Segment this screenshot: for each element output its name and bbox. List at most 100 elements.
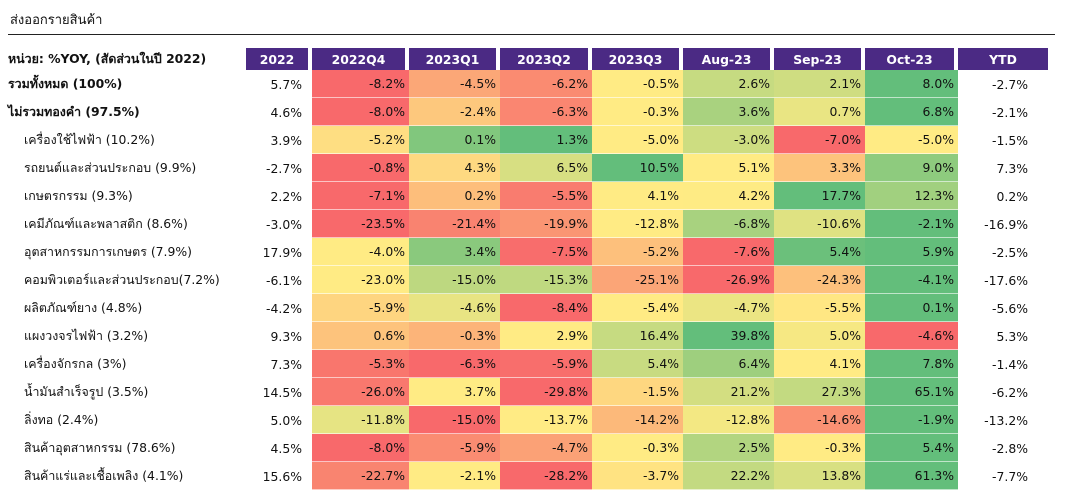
heat-cell: -0.3% — [592, 434, 683, 462]
cell-2022: 17.9% — [246, 238, 312, 266]
col-header: YTD — [958, 48, 1052, 70]
heat-cell: 21.2% — [683, 378, 774, 406]
heat-cell: -4.5% — [409, 70, 500, 98]
heat-cell: 5.4% — [774, 238, 865, 266]
cell-ytd: -5.6% — [958, 294, 1052, 322]
heat-cell: -5.3% — [312, 350, 409, 378]
heat-cell: 13.8% — [774, 462, 865, 490]
col-header: Sep-23 — [774, 48, 865, 70]
table-row: เคมีภัณฑ์และพลาสติก (8.6%) -3.0% -23.5% -21… — [8, 210, 1052, 238]
heat-cell: 12.3% — [865, 182, 958, 210]
heat-cell: 27.3% — [774, 378, 865, 406]
row-label: ลิ่งทอ (2.4%) — [24, 411, 99, 427]
heat-cell: -15.0% — [409, 406, 500, 434]
cell-ytd: -1.5% — [958, 126, 1052, 154]
heat-cell: -15.0% — [409, 266, 500, 294]
cell-ytd: 7.3% — [958, 154, 1052, 182]
cell-ytd: -2.1% — [958, 98, 1052, 126]
header-row: หน่วย: %YOY, (สัดส่วนในปี 2022) 2022 202… — [8, 48, 1052, 70]
heat-cell: -23.0% — [312, 266, 409, 294]
table-row: น้ำมันสำเร็จรูป (3.5%) 14.5% -26.0% 3.7% -29… — [8, 378, 1052, 406]
heat-cell: -26.9% — [683, 266, 774, 294]
row-label: ผลิตภัณฑ์ยาง (4.8%) — [24, 299, 143, 315]
heat-cell: 8.0% — [865, 70, 958, 98]
heat-cell: -12.8% — [683, 406, 774, 434]
heat-cell: 4.1% — [774, 350, 865, 378]
heat-cell: 2.1% — [774, 70, 865, 98]
heat-cell: 6.4% — [683, 350, 774, 378]
heat-cell: -0.3% — [774, 434, 865, 462]
cell-ytd: -17.6% — [958, 266, 1052, 294]
heat-cell: -5.9% — [500, 350, 592, 378]
heat-cell: 4.3% — [409, 154, 500, 182]
heat-cell: 2.6% — [683, 70, 774, 98]
heat-cell: 1.3% — [500, 126, 592, 154]
col-header: 2022 — [246, 48, 312, 70]
heat-cell: 5.4% — [592, 350, 683, 378]
cell-ytd: -16.9% — [958, 210, 1052, 238]
heat-cell: -14.6% — [774, 406, 865, 434]
heat-cell: 0.6% — [312, 322, 409, 350]
heat-cell: -5.5% — [774, 294, 865, 322]
heat-cell: -5.9% — [312, 294, 409, 322]
title-divider — [8, 34, 1055, 35]
heat-cell: -15.3% — [500, 266, 592, 294]
heat-cell: -10.6% — [774, 210, 865, 238]
table-row: เครื่องใช้ไฟฟ้า (10.2%) 3.9% -5.2% 0.1% 1.3%… — [8, 126, 1052, 154]
heat-cell: 0.2% — [409, 182, 500, 210]
table-row: อุตสาหกรรมการเกษตร (7.9%) 17.9% -4.0% 3.4% -… — [8, 238, 1052, 266]
page-title: ส่งออกรายสินค้า — [10, 13, 103, 28]
cell-ytd: -6.2% — [958, 378, 1052, 406]
heat-cell: 2.5% — [683, 434, 774, 462]
heat-cell: -6.3% — [500, 98, 592, 126]
heat-cell: -14.2% — [592, 406, 683, 434]
heat-cell: -4.7% — [500, 434, 592, 462]
cell-2022: -4.2% — [246, 294, 312, 322]
heat-cell: -0.3% — [592, 98, 683, 126]
heat-cell: -0.5% — [592, 70, 683, 98]
heat-cell: -2.1% — [865, 210, 958, 238]
row-label: เครื่องจักรกล (3%) — [24, 355, 127, 371]
cell-2022: 7.3% — [246, 350, 312, 378]
row-label: น้ำมันสำเร็จรูป (3.5%) — [24, 383, 149, 399]
heat-cell: -26.0% — [312, 378, 409, 406]
row-label: เคมีภัณฑ์และพลาสติก (8.6%) — [24, 215, 188, 231]
cell-ytd: -7.7% — [958, 462, 1052, 490]
table-row: เครื่องจักรกล (3%) 7.3% -5.3% -6.3% -5.9% 5.4… — [8, 350, 1052, 378]
heat-cell: 0.1% — [865, 294, 958, 322]
table-row: ผลิตภัณฑ์ยาง (4.8%) -4.2% -5.9% -4.6% -8.4% -… — [8, 294, 1052, 322]
heat-cell: 3.7% — [409, 378, 500, 406]
heat-cell: -5.4% — [592, 294, 683, 322]
table-row: ลิ่งทอ (2.4%) 5.0% -11.8% -15.0% -13.7% -14.2… — [8, 406, 1052, 434]
cell-ytd: 0.2% — [958, 182, 1052, 210]
col-header: 2022Q4 — [312, 48, 409, 70]
heat-cell: -3.7% — [592, 462, 683, 490]
heat-cell: -8.0% — [312, 434, 409, 462]
heat-cell: -5.0% — [592, 126, 683, 154]
heat-cell: 16.4% — [592, 322, 683, 350]
col-header: 2023Q3 — [592, 48, 683, 70]
cell-ytd: -13.2% — [958, 406, 1052, 434]
heat-cell: -7.1% — [312, 182, 409, 210]
heat-cell: -8.0% — [312, 98, 409, 126]
heat-cell: -2.1% — [409, 462, 500, 490]
heat-cell: -11.8% — [312, 406, 409, 434]
heat-cell: -6.2% — [500, 70, 592, 98]
row-label: ไม่รวมทองคำ (97.5%) — [8, 103, 140, 119]
row-label: แผงวงจรไฟฟ้า (3.2%) — [24, 327, 149, 343]
heat-cell: -5.5% — [500, 182, 592, 210]
heat-cell: 5.1% — [683, 154, 774, 182]
heat-cell: -7.0% — [774, 126, 865, 154]
cell-2022: 2.2% — [246, 182, 312, 210]
cell-2022: 15.6% — [246, 462, 312, 490]
heat-cell: -5.0% — [865, 126, 958, 154]
heat-cell: 3.4% — [409, 238, 500, 266]
heat-cell: -29.8% — [500, 378, 592, 406]
heat-cell: 17.7% — [774, 182, 865, 210]
table-row: สินค้าอุตสาหกรรม (78.6%) 4.5% -8.0% -5.9% -4… — [8, 434, 1052, 462]
table-row: ไม่รวมทองคำ (97.5%) 4.6% -8.0% -2.4% -6.3% -0… — [8, 98, 1052, 126]
col-header: Oct-23 — [865, 48, 958, 70]
cell-2022: 5.0% — [246, 406, 312, 434]
heat-cell: -5.2% — [592, 238, 683, 266]
heat-cell: 5.4% — [865, 434, 958, 462]
